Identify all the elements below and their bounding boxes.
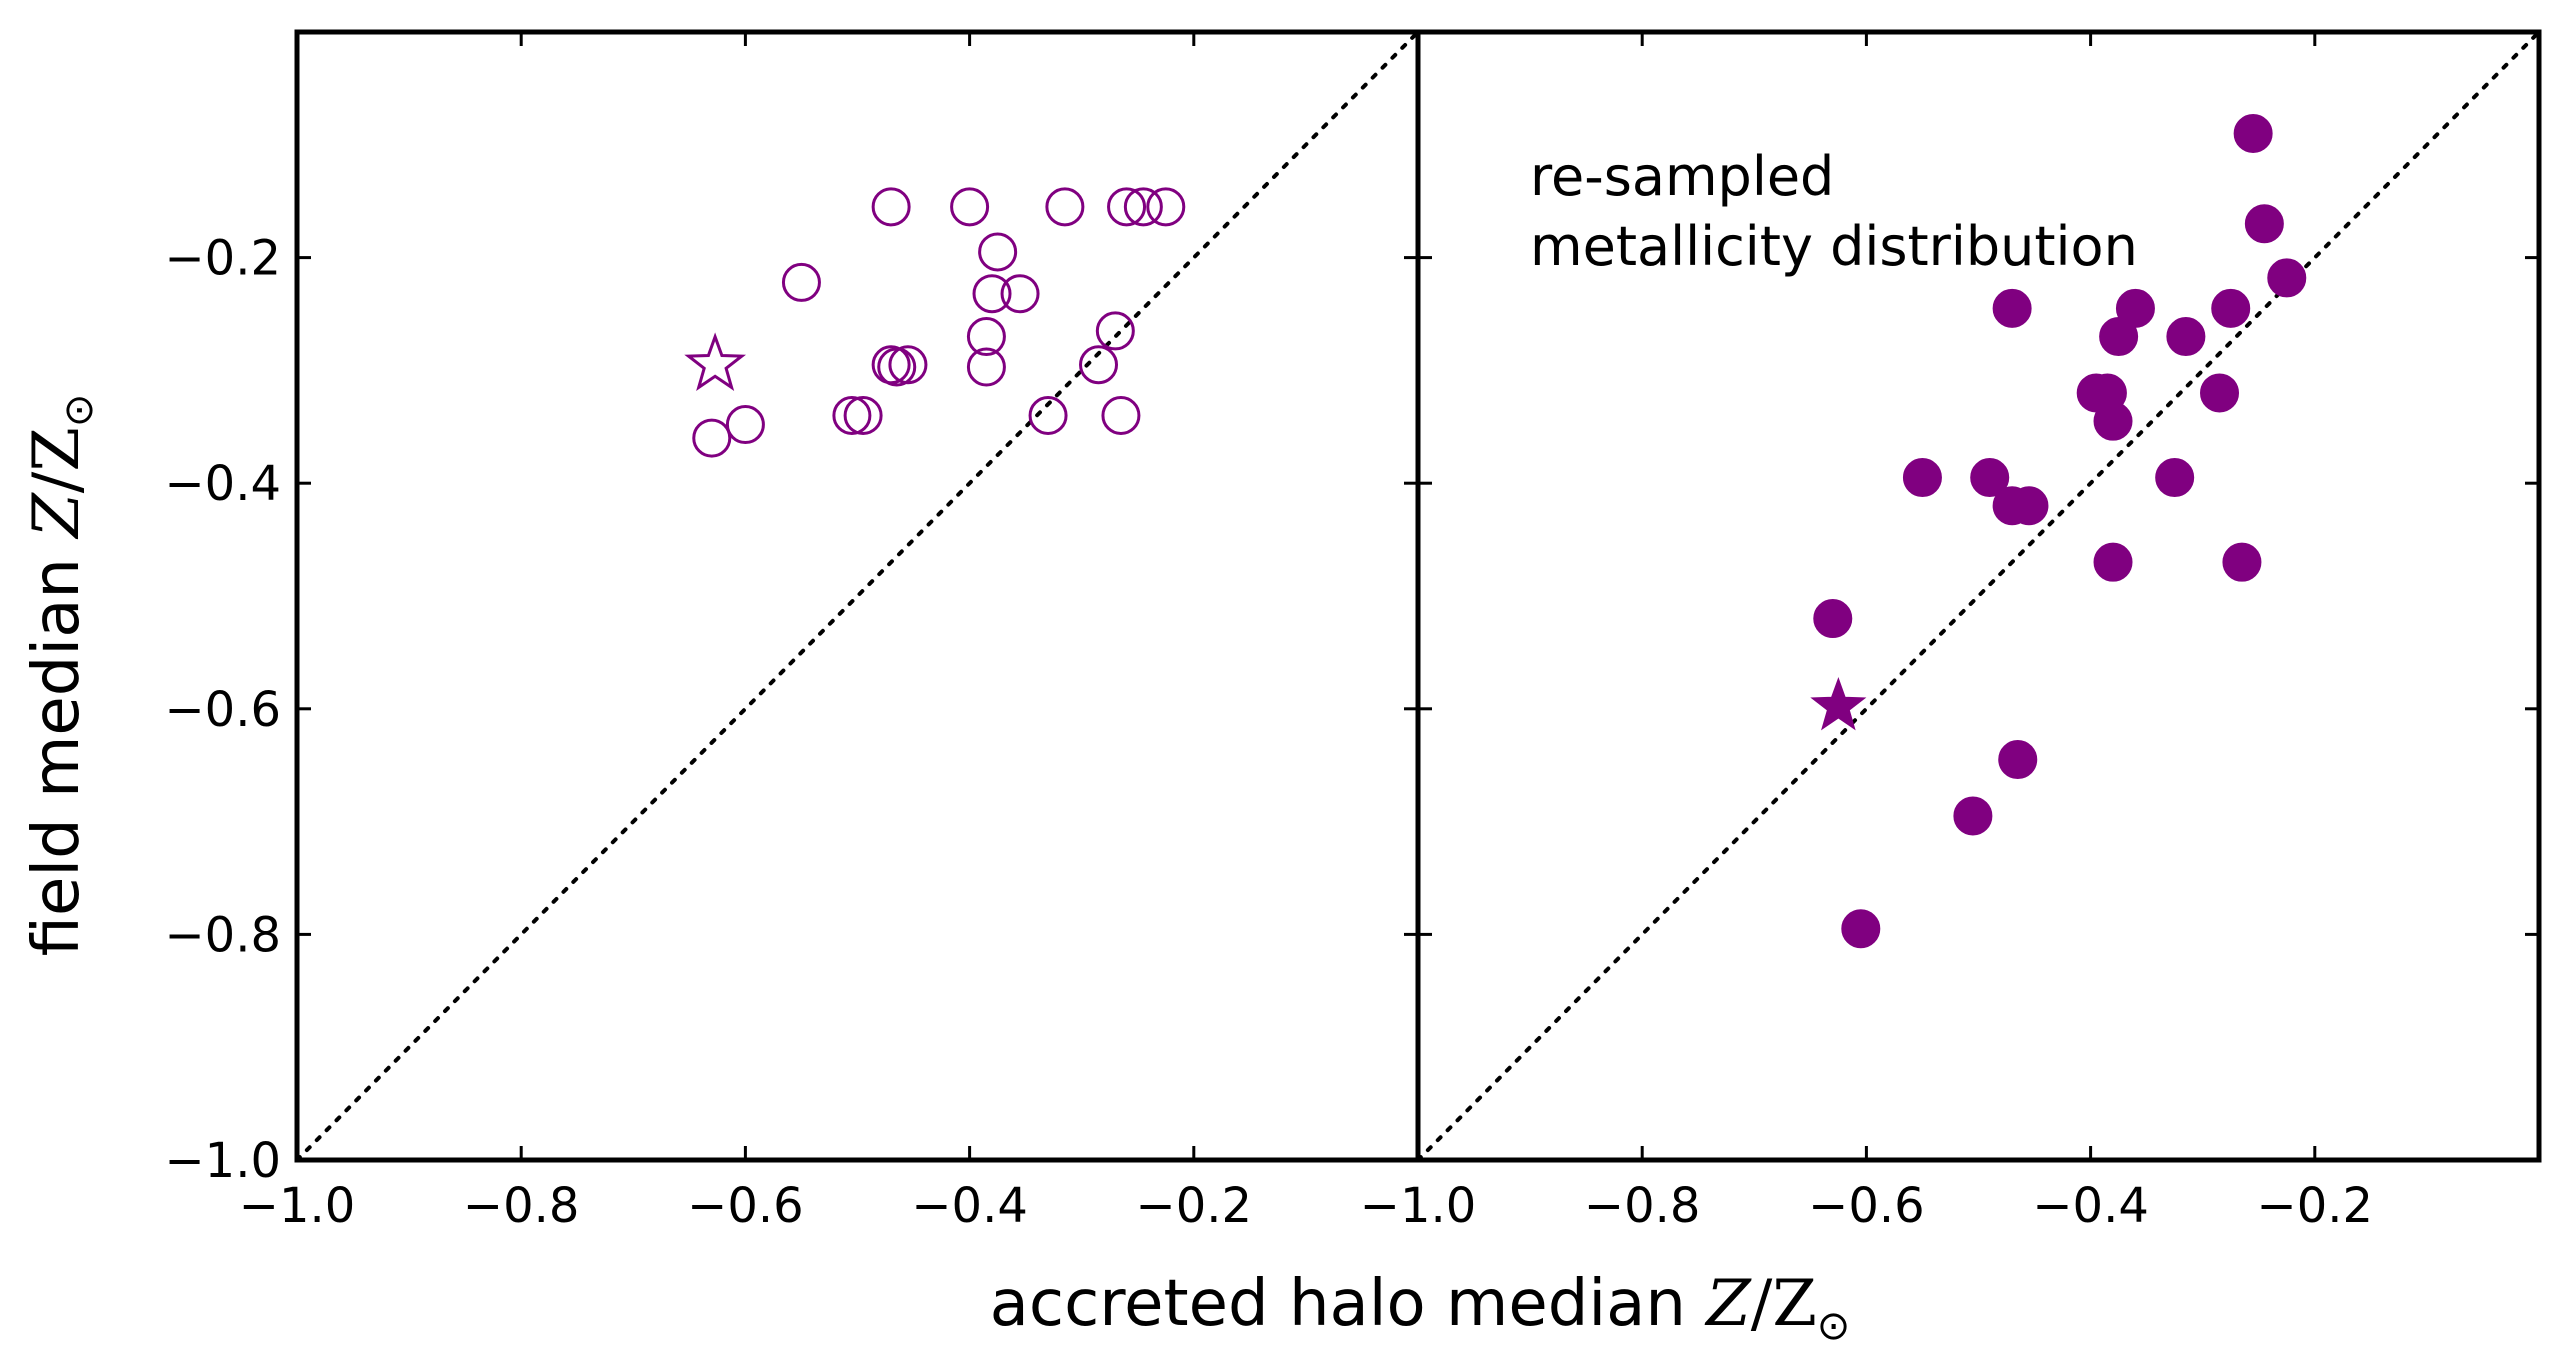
x-tick-label: −0.2: [1136, 1178, 1253, 1234]
y-tick-label: −0.4: [164, 456, 281, 512]
filled-data-point: [2222, 542, 2262, 582]
filled-data-point: [2244, 204, 2284, 244]
x-axis-label: accreted halo median Z/Z⊙: [990, 1267, 1851, 1349]
filled-data-point: [2200, 373, 2240, 413]
filled-data-point: [1902, 458, 1942, 498]
x-tick-label: −0.8: [1584, 1178, 1701, 1234]
filled-data-point: [1992, 288, 2032, 328]
filled-data-point: [1998, 740, 2038, 780]
open-data-point: [966, 347, 1006, 387]
open-data-point: [1079, 345, 1119, 385]
open-data-point: [888, 345, 928, 385]
y-tick-label: −0.8: [164, 907, 281, 963]
svg-text:field median Z/Z⊙: field median Z/Z⊙: [20, 394, 102, 957]
filled-data-point: [1841, 909, 1881, 949]
filled-data-point: [2009, 486, 2049, 526]
open-data-point: [1095, 311, 1135, 351]
filled-data-point: [2155, 458, 2195, 498]
plot-frame: [1415, 29, 2542, 1163]
filled-data-point: [2267, 258, 2307, 298]
annotation-text: re-sampled: [1530, 145, 1834, 208]
star-marker: [684, 332, 747, 391]
x-tick-label: −0.4: [2032, 1178, 2149, 1234]
y-tick-label: −1.0: [164, 1133, 281, 1189]
filled-data-point: [1813, 599, 1853, 639]
x-tick-label: −0.6: [1808, 1178, 1925, 1234]
filled-data-point: [2093, 542, 2133, 582]
annotation-text: metallicity distribution: [1530, 215, 2138, 278]
right-panel: −1.0 −0.8 −0.6 −0.4 −0.2 re-sampled metallicit…: [1360, 29, 2542, 1234]
filled-data-point: [2166, 317, 2206, 357]
y-tick-label: −0.6: [164, 682, 281, 738]
x-tick-label: −1.0: [239, 1178, 356, 1234]
open-data-point: [692, 418, 732, 458]
svg-text:accreted halo median Z/Z⊙: accreted halo median Z/Z⊙: [990, 1267, 1851, 1349]
filled-data-point: [2099, 317, 2139, 357]
open-data-point: [725, 405, 765, 445]
open-data-point: [972, 274, 1012, 314]
open-data-point: [1028, 396, 1068, 436]
open-data-point: [1146, 187, 1186, 227]
open-data-point: [843, 396, 883, 436]
open-data-point: [966, 317, 1006, 357]
y-axis-label-text: field median: [20, 538, 94, 957]
open-data-point: [781, 262, 821, 302]
x-tick-label: −0.6: [687, 1178, 804, 1234]
star-marker: [1810, 677, 1867, 731]
x-tick-label: −1.0: [1360, 1178, 1477, 1234]
x-axis-label-math: Z: [1704, 1267, 1752, 1341]
open-data-point: [978, 232, 1018, 272]
filled-data-point: [2093, 401, 2133, 441]
filled-data-point: [1970, 458, 2010, 498]
open-data-point: [871, 187, 911, 227]
open-data-point: [1107, 187, 1147, 227]
open-data-point: [1101, 396, 1141, 436]
open-data-point: [1000, 274, 1040, 314]
x-tick-label: −0.2: [2257, 1178, 2374, 1234]
open-data-point: [832, 396, 872, 436]
reference-diagonal-line: [295, 30, 1420, 1162]
x-tick-label: −0.8: [463, 1178, 580, 1234]
x-axis-label-text: accreted halo median: [990, 1267, 1707, 1341]
left-panel: −1.0 −0.8 −0.6 −0.4 −0.2 −1.0 −0.8 −0.6 −0.4 −0.2: [164, 29, 1421, 1234]
filled-data-point: [1953, 796, 1993, 836]
reference-diagonal-line: [1416, 30, 2541, 1162]
x-tick-label: −0.4: [911, 1178, 1028, 1234]
y-axis-label-math: Z: [20, 492, 94, 540]
y-tick-label: −0.2: [164, 231, 281, 287]
open-data-point: [1123, 187, 1163, 227]
filled-data-point: [2211, 288, 2251, 328]
open-data-point: [950, 187, 990, 227]
filled-data-point: [2233, 114, 2273, 154]
y-axis-label: field median Z/Z⊙: [20, 394, 102, 957]
open-data-point: [1045, 187, 1085, 227]
